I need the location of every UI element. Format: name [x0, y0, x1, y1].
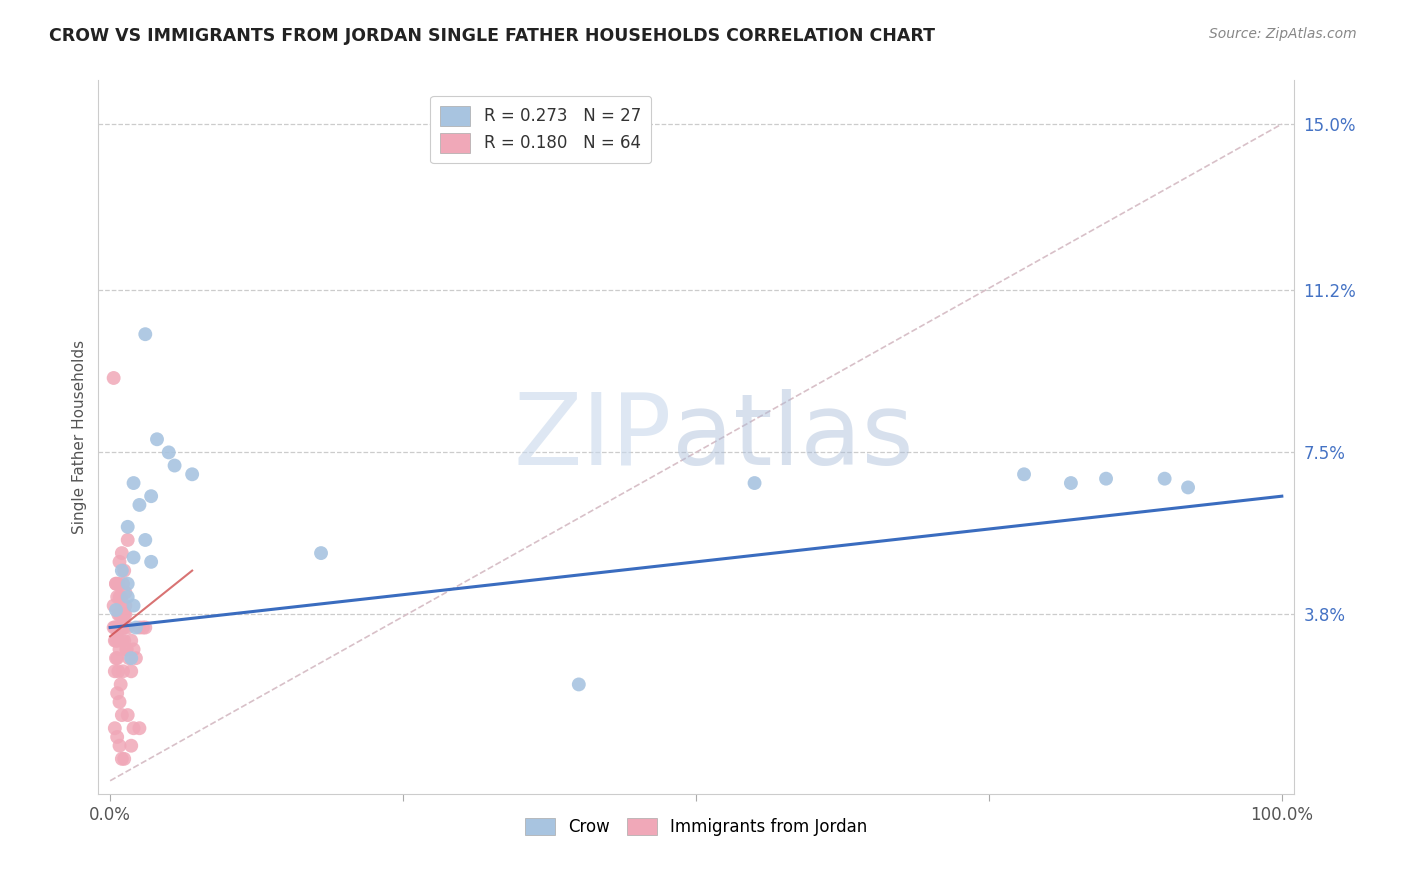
Point: [104, 665, 127, 679]
Point: [108, 739, 131, 753]
Point: [111, 633, 134, 648]
Point: [105, 590, 128, 604]
Text: atlas: atlas: [672, 389, 914, 485]
Text: Source: ZipAtlas.com: Source: ZipAtlas.com: [1209, 27, 1357, 41]
Point: [110, 677, 132, 691]
Point: [120, 651, 142, 665]
Point: [105, 633, 128, 648]
Point: [103, 599, 125, 613]
Point: [117, 520, 139, 534]
Y-axis label: Single Father Households: Single Father Households: [72, 340, 87, 534]
Point: [1060, 476, 1083, 491]
Text: ZIP: ZIP: [513, 389, 672, 485]
Point: [141, 489, 163, 503]
Point: [744, 476, 766, 491]
Point: [107, 633, 129, 648]
Point: [105, 576, 128, 591]
Point: [111, 564, 134, 578]
Point: [128, 498, 150, 512]
Point: [108, 590, 131, 604]
Point: [105, 730, 128, 744]
Point: [141, 555, 163, 569]
Point: [134, 620, 156, 634]
Point: [105, 651, 128, 665]
Point: [112, 564, 135, 578]
Point: [105, 603, 128, 617]
Point: [105, 620, 128, 634]
Point: [111, 708, 134, 723]
Point: [112, 607, 135, 622]
Point: [125, 651, 148, 665]
Point: [104, 721, 127, 735]
Point: [128, 721, 150, 735]
Point: [132, 620, 155, 634]
Text: CROW VS IMMIGRANTS FROM JORDAN SINGLE FATHER HOUSEHOLDS CORRELATION CHART: CROW VS IMMIGRANTS FROM JORDAN SINGLE FA…: [49, 27, 935, 45]
Point: [104, 633, 127, 648]
Point: [108, 607, 131, 622]
Point: [112, 607, 135, 622]
Point: [1012, 467, 1035, 482]
Point: [134, 533, 156, 547]
Point: [103, 371, 125, 385]
Point: [120, 633, 142, 648]
Point: [107, 576, 129, 591]
Point: [111, 752, 134, 766]
Point: [105, 651, 128, 665]
Point: [122, 550, 145, 565]
Point: [111, 620, 134, 634]
Point: [118, 651, 141, 665]
Point: [117, 533, 139, 547]
Point: [163, 458, 186, 473]
Point: [1095, 472, 1118, 486]
Point: [1177, 480, 1199, 494]
Point: [112, 665, 135, 679]
Point: [125, 620, 148, 634]
Point: [1153, 472, 1175, 486]
Point: [112, 576, 135, 591]
Point: [108, 555, 131, 569]
Point: [309, 546, 332, 560]
Point: [103, 620, 125, 634]
Point: [108, 642, 131, 657]
Point: [120, 665, 142, 679]
Point: [112, 752, 135, 766]
Point: [111, 620, 134, 634]
Point: [115, 642, 138, 657]
Point: [120, 739, 142, 753]
Point: [110, 607, 132, 622]
Point: [107, 607, 129, 622]
Point: [108, 695, 131, 709]
Point: [157, 445, 180, 459]
Point: [105, 576, 128, 591]
Point: [117, 620, 139, 634]
Point: [114, 607, 136, 622]
Point: [112, 633, 135, 648]
Point: [122, 642, 145, 657]
Point: [128, 620, 150, 634]
Point: [117, 708, 139, 723]
Point: [122, 476, 145, 491]
Point: [117, 590, 139, 604]
Point: [134, 327, 156, 342]
Point: [111, 599, 134, 613]
Point: [181, 467, 204, 482]
Point: [117, 576, 139, 591]
Legend: Crow, Immigrants from Jordan: Crow, Immigrants from Jordan: [519, 811, 873, 843]
Point: [114, 599, 136, 613]
Point: [105, 620, 128, 634]
Point: [112, 620, 135, 634]
Point: [146, 432, 169, 446]
Point: [104, 620, 127, 634]
Point: [115, 642, 138, 657]
Point: [122, 721, 145, 735]
Point: [105, 686, 128, 700]
Point: [122, 599, 145, 613]
Point: [111, 546, 134, 560]
Point: [568, 677, 591, 691]
Point: [114, 585, 136, 599]
Point: [110, 590, 132, 604]
Point: [107, 665, 129, 679]
